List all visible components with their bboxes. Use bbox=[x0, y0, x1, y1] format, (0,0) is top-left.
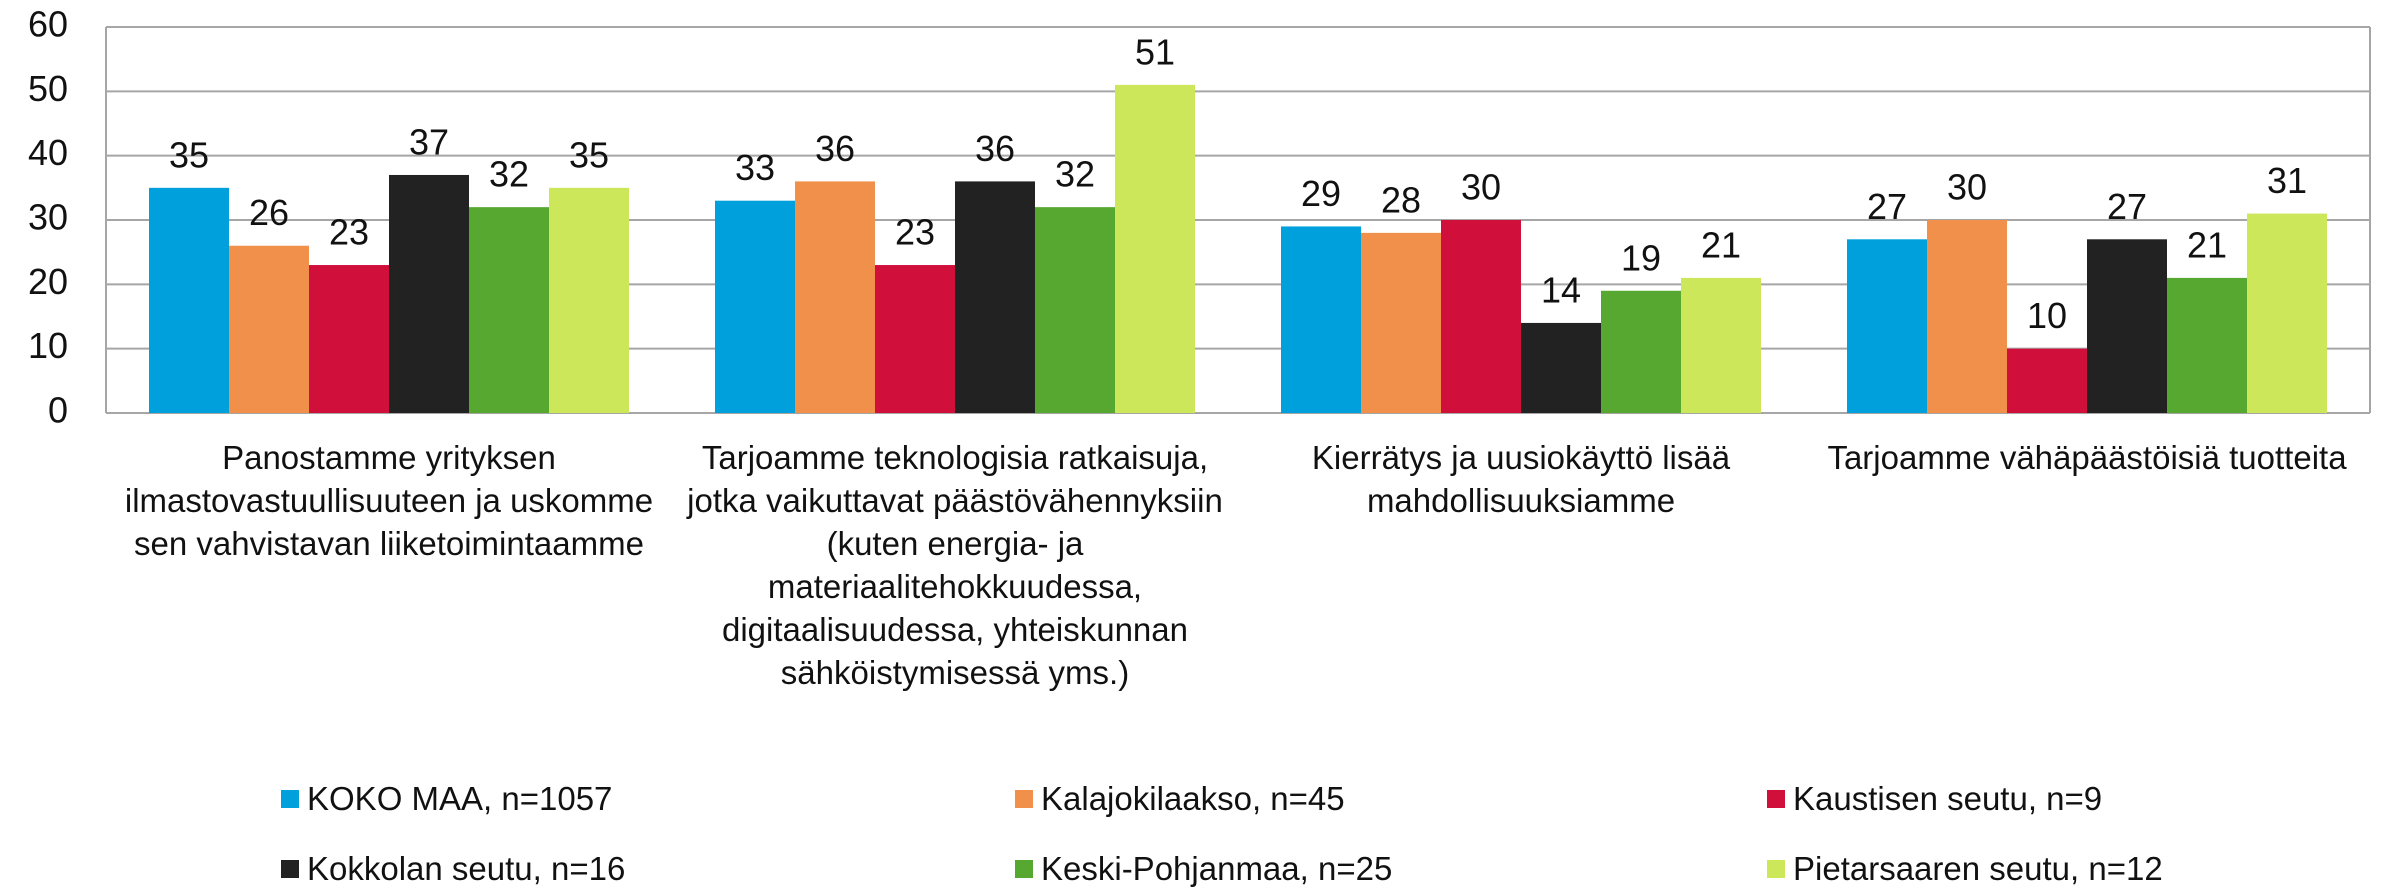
data-label: 27 bbox=[2107, 186, 2147, 227]
y-tick-label: 30 bbox=[28, 197, 68, 238]
legend-label: Keski-Pohjanmaa, n=25 bbox=[1041, 850, 1393, 887]
data-label: 21 bbox=[2187, 224, 2227, 265]
y-tick-label: 50 bbox=[28, 68, 68, 109]
bar bbox=[1035, 207, 1115, 413]
bar bbox=[2167, 277, 2247, 413]
y-tick-label: 10 bbox=[28, 325, 68, 366]
legend-label: Pietarsaaren seutu, n=12 bbox=[1793, 850, 2163, 887]
bar bbox=[1927, 220, 2007, 413]
data-label: 35 bbox=[169, 134, 209, 175]
bar bbox=[469, 207, 549, 413]
bar bbox=[955, 181, 1035, 413]
data-label: 51 bbox=[1135, 31, 1175, 72]
legend-swatch bbox=[281, 860, 299, 878]
y-tick-label: 40 bbox=[28, 132, 68, 173]
data-label: 19 bbox=[1621, 237, 1661, 278]
legend-swatch bbox=[1767, 790, 1785, 808]
legend-label: Kokkolan seutu, n=16 bbox=[307, 850, 626, 887]
data-label: 35 bbox=[569, 134, 609, 175]
data-label: 10 bbox=[2027, 295, 2067, 336]
legend-item: Kokkolan seutu, n=16 bbox=[281, 850, 625, 888]
data-label: 32 bbox=[489, 154, 529, 195]
bar bbox=[2087, 239, 2167, 413]
legend-label: Kalajokilaakso, n=45 bbox=[1041, 780, 1345, 817]
bar bbox=[1847, 239, 1927, 413]
data-label: 36 bbox=[815, 128, 855, 169]
legend-item: Keski-Pohjanmaa, n=25 bbox=[1015, 850, 1392, 888]
legend-label: KOKO MAA, n=1057 bbox=[307, 780, 613, 817]
bar bbox=[1601, 290, 1681, 413]
x-tick-label: Panostamme yrityksen ilmastovastuullisuu… bbox=[124, 439, 654, 562]
bar bbox=[149, 187, 229, 413]
y-tick-label: 20 bbox=[28, 261, 68, 302]
data-label: 28 bbox=[1381, 179, 1421, 220]
y-tick-label: 0 bbox=[48, 390, 68, 431]
data-label: 36 bbox=[975, 128, 1015, 169]
data-label: 27 bbox=[1867, 186, 1907, 227]
bar bbox=[1441, 220, 1521, 413]
bar bbox=[1361, 232, 1441, 413]
legend-item: Pietarsaaren seutu, n=12 bbox=[1767, 850, 2163, 888]
legend-item: KOKO MAA, n=1057 bbox=[281, 780, 612, 818]
legend-item: Kaustisen seutu, n=9 bbox=[1767, 780, 2102, 818]
data-label: 14 bbox=[1541, 269, 1581, 310]
bar bbox=[229, 245, 309, 413]
data-label: 37 bbox=[409, 121, 449, 162]
y-tick-label: 60 bbox=[28, 4, 68, 45]
data-label: 21 bbox=[1701, 224, 1741, 265]
bar bbox=[2007, 348, 2087, 413]
legend-swatch bbox=[1015, 790, 1033, 808]
legend-swatch bbox=[1015, 860, 1033, 878]
bar bbox=[389, 174, 469, 413]
x-tick-label: Tarjoamme teknologisia ratkaisuja, jotka… bbox=[687, 439, 1223, 691]
data-label: 33 bbox=[735, 147, 775, 188]
data-label: 26 bbox=[249, 192, 289, 233]
data-label: 29 bbox=[1301, 173, 1341, 214]
x-tick-label: Tarjoamme vähäpäästöisiä tuotteita bbox=[1827, 439, 2347, 476]
bar bbox=[715, 200, 795, 413]
data-label: 32 bbox=[1055, 154, 1095, 195]
bar bbox=[549, 187, 629, 413]
bar bbox=[875, 265, 955, 413]
bar bbox=[1521, 322, 1601, 413]
bar bbox=[1681, 277, 1761, 413]
bar bbox=[1115, 84, 1195, 414]
bar bbox=[2247, 213, 2327, 413]
bar bbox=[1281, 226, 1361, 413]
legend-swatch bbox=[1767, 860, 1785, 878]
data-label: 23 bbox=[895, 212, 935, 253]
data-label: 30 bbox=[1461, 167, 1501, 208]
data-label: 30 bbox=[1947, 167, 1987, 208]
legend-item: Kalajokilaakso, n=45 bbox=[1015, 780, 1345, 818]
bar bbox=[309, 265, 389, 413]
legend-label: Kaustisen seutu, n=9 bbox=[1793, 780, 2103, 817]
bar bbox=[795, 181, 875, 413]
legend-swatch bbox=[281, 790, 299, 808]
data-label: 31 bbox=[2267, 160, 2307, 201]
data-label: 23 bbox=[329, 212, 369, 253]
x-tick-label: Kierrätys ja uusiokäyttö lisää mahdollis… bbox=[1311, 439, 1731, 519]
